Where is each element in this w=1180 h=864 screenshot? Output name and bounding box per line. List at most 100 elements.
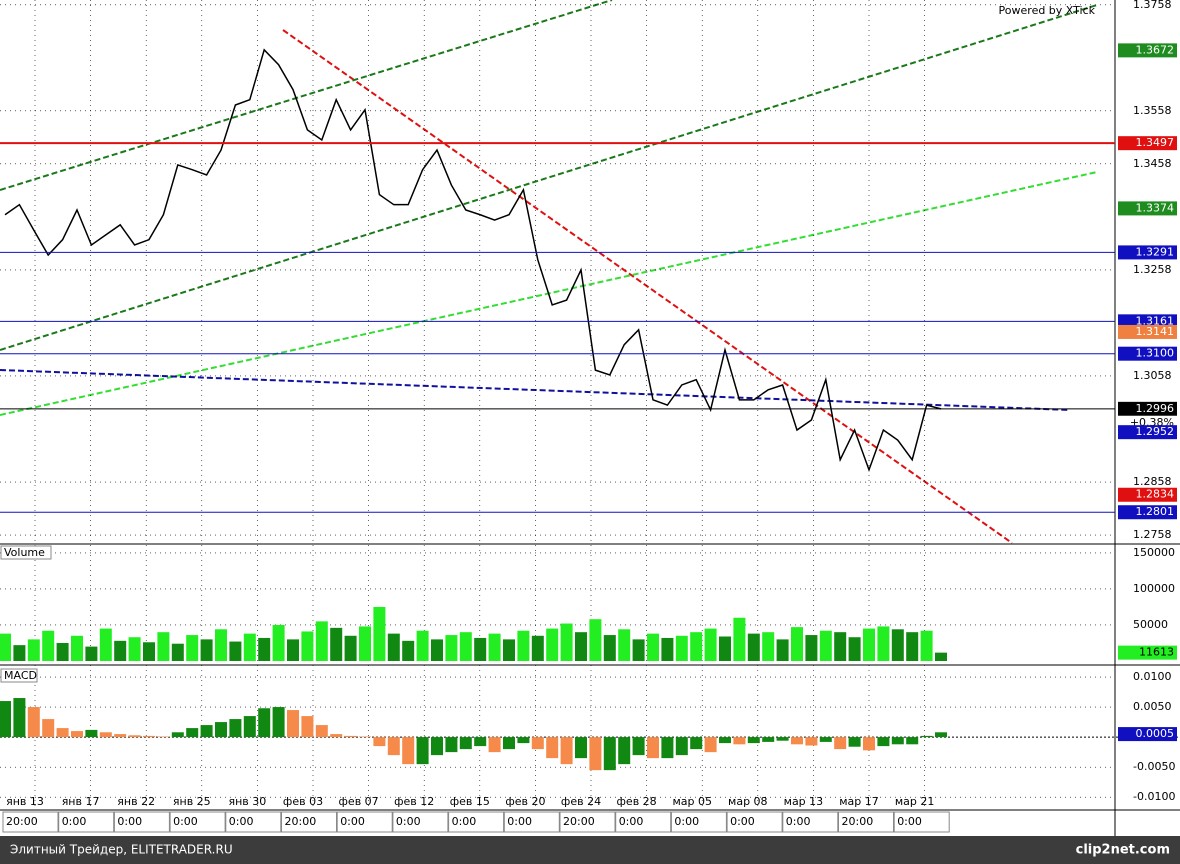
bar (690, 632, 703, 661)
time-cell (615, 811, 672, 833)
bar (186, 635, 199, 661)
time-cell (559, 811, 616, 833)
time-cell (503, 811, 560, 833)
bar (387, 737, 400, 756)
bar (546, 628, 559, 661)
last-box (1118, 727, 1177, 742)
x-time-label: 20:00 (6, 815, 38, 828)
bar (13, 698, 26, 738)
bar (373, 606, 386, 661)
bar (416, 630, 429, 661)
level-box (1118, 136, 1177, 151)
bar (805, 737, 818, 746)
bar (459, 632, 472, 661)
bar (560, 737, 573, 765)
time-cell (225, 811, 282, 833)
level-box (1118, 324, 1177, 339)
y-tick-label: 150000 (1133, 546, 1175, 559)
bar (791, 737, 803, 745)
bar (85, 729, 98, 738)
bar (690, 737, 703, 750)
footer-left: Элитный Трейдер, ELITETRADER.RU (10, 843, 233, 857)
bar (330, 627, 343, 661)
bar (99, 732, 112, 738)
level-box (1118, 314, 1177, 329)
x-time-label: 0:00 (117, 815, 142, 828)
x-date-label: мар 13 (784, 795, 824, 808)
bar (762, 737, 775, 742)
time-cell (782, 811, 839, 833)
bar (200, 725, 213, 738)
bar (287, 639, 299, 661)
bar (834, 737, 847, 750)
level-label: 1.3141 (1136, 325, 1175, 338)
bar (877, 737, 890, 747)
level-box (1118, 425, 1177, 440)
x-date-label: фев 24 (561, 795, 601, 808)
x-time-label: 0:00 (452, 815, 477, 828)
bar (301, 631, 314, 661)
level-box (1118, 401, 1177, 416)
bar (920, 630, 933, 661)
x-date-label: фев 12 (394, 795, 434, 808)
bar (157, 736, 170, 738)
x-date-label: мар 05 (672, 795, 712, 808)
footer-right: clip2net.com (1076, 843, 1170, 858)
panel-title-box (0, 668, 38, 683)
y-tick-label: 0.0050 (1133, 700, 1172, 713)
bar (359, 736, 371, 738)
x-time-label: 0:00 (897, 815, 922, 828)
x-time-label: 20:00 (842, 815, 874, 828)
bar (215, 629, 227, 661)
last-box (1118, 645, 1177, 660)
bar (935, 652, 947, 661)
bar (776, 737, 789, 741)
level-label: 1.3100 (1136, 347, 1175, 360)
bar (387, 633, 400, 661)
bar (863, 628, 875, 661)
bar (445, 635, 458, 661)
level-box (1118, 346, 1177, 361)
time-cell (113, 811, 170, 833)
x-date-label: мар 08 (728, 795, 768, 808)
bar (531, 737, 544, 750)
bar (128, 637, 141, 661)
bar (560, 623, 573, 661)
x-time-label: 20:00 (285, 815, 317, 828)
status-bar (0, 836, 1180, 864)
panel-title: MACD (4, 669, 37, 682)
bar (632, 639, 645, 661)
bar (459, 737, 472, 750)
time-cell (726, 811, 783, 833)
time-cell (392, 811, 449, 833)
y-tick-label: 0.0100 (1133, 670, 1172, 683)
last-label: 0.0005 (1136, 727, 1175, 740)
brand: Powered by XTick (999, 4, 1096, 17)
bar (589, 619, 602, 661)
bar (719, 737, 731, 744)
level-label: 1.3161 (1136, 314, 1175, 327)
bar (488, 737, 501, 753)
y-tick-label: 100000 (1133, 582, 1175, 595)
bar (503, 639, 515, 661)
bar (272, 707, 285, 738)
bar (373, 737, 386, 747)
bar (42, 719, 55, 738)
bar (531, 635, 544, 661)
bar (243, 633, 256, 661)
level-label: 1.2801 (1136, 505, 1175, 518)
bar (848, 737, 861, 747)
bar (344, 735, 357, 738)
bar (0, 633, 11, 661)
bar (258, 637, 271, 661)
level-label: 1.2996 (1136, 402, 1175, 415)
x-time-label: 0:00 (62, 815, 87, 828)
price-line (4, 48, 942, 473)
bar (906, 632, 919, 661)
bar (762, 632, 775, 661)
bar (819, 737, 832, 742)
bar (848, 637, 861, 661)
level-box (1118, 487, 1177, 502)
x-date-label: фев 03 (283, 795, 323, 808)
bar (143, 642, 155, 661)
